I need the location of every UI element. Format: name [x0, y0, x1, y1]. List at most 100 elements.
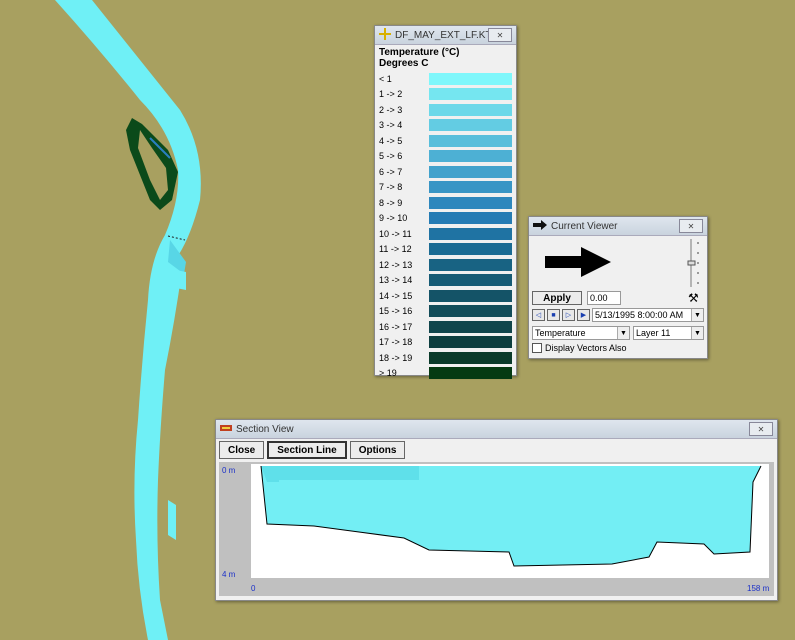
legend-entry: 14 -> 15 — [379, 288, 512, 304]
play-icon[interactable]: ▶ — [577, 309, 590, 321]
legend-swatch — [429, 305, 512, 317]
legend-entry-label: 17 -> 18 — [379, 337, 429, 347]
viewer-arrow-icon — [533, 220, 547, 233]
layer-value: Layer 11 — [636, 328, 670, 338]
legend-swatch — [429, 367, 512, 379]
legend-entry: 3 -> 4 — [379, 118, 512, 134]
legend-entry-label: 3 -> 4 — [379, 120, 429, 130]
close-icon[interactable]: ✕ — [488, 28, 512, 42]
legend-entry: 4 -> 5 — [379, 133, 512, 149]
legend-title: DF_MAY_EXT_LF.KTP — [395, 30, 488, 41]
direction-arrow-icon — [545, 247, 611, 277]
legend-entry: 6 -> 7 — [379, 164, 512, 180]
legend-entry-label: 9 -> 10 — [379, 213, 429, 223]
river-side-channel — [176, 270, 186, 290]
legend-entry-label: 1 -> 2 — [379, 89, 429, 99]
legend-swatch — [429, 274, 512, 286]
legend-entry-label: 11 -> 12 — [379, 244, 429, 254]
legend-entry: 12 -> 13 — [379, 257, 512, 273]
viewer-titlebar[interactable]: Current Viewer ✕ — [529, 217, 707, 236]
legend-entry-label: 4 -> 5 — [379, 136, 429, 146]
legend-window[interactable]: DF_MAY_EXT_LF.KTP ✕ Temperature (°C) Deg… — [374, 25, 517, 376]
river-channel — [55, 0, 201, 640]
options-button[interactable]: Options — [350, 441, 406, 459]
legend-swatch — [429, 243, 512, 255]
legend-swatch — [429, 119, 512, 131]
legend-entry-label: 7 -> 8 — [379, 182, 429, 192]
section-plot[interactable]: 0 m 4 m 0 158 m — [219, 462, 774, 596]
section-app-icon — [220, 423, 232, 436]
step-back-icon[interactable]: ◁ — [532, 309, 545, 321]
legend-variable: Temperature (°C) — [379, 47, 512, 58]
legend-entry-label: 6 -> 7 — [379, 167, 429, 177]
legend-entry: 8 -> 9 — [379, 195, 512, 211]
legend-swatch — [429, 88, 512, 100]
x-right-label: 158 m — [747, 584, 769, 593]
legend-swatch — [429, 259, 512, 271]
legend-entry-label: < 1 — [379, 74, 429, 84]
legend-entry-label: > 19 — [379, 368, 429, 378]
legend-swatch — [429, 166, 512, 178]
legend-entry: 16 -> 17 — [379, 319, 512, 335]
legend-swatch — [429, 135, 512, 147]
legend-entry-label: 18 -> 19 — [379, 353, 429, 363]
section-titlebar[interactable]: Section View ✕ — [216, 420, 777, 439]
variable-select[interactable]: Temperature ▼ — [532, 326, 630, 340]
chevron-down-icon[interactable]: ▼ — [617, 327, 629, 339]
legend-entry: 18 -> 19 — [379, 350, 512, 366]
viewer-title: Current Viewer — [551, 221, 679, 232]
vectors-label: Display Vectors Also — [545, 343, 627, 353]
close-button[interactable]: Close — [219, 441, 264, 459]
legend-swatch — [429, 290, 512, 302]
legend-swatch — [429, 321, 512, 333]
chevron-down-icon[interactable]: ▼ — [691, 309, 703, 321]
vectors-checkbox[interactable] — [532, 343, 542, 353]
legend-entry-label: 14 -> 15 — [379, 291, 429, 301]
section-view-window[interactable]: Section View ✕ Close Section Line Option… — [215, 419, 778, 601]
tools-icon[interactable]: ⚒ — [688, 291, 699, 305]
legend-swatch — [429, 73, 512, 85]
legend-entry: < 1 — [379, 71, 512, 87]
section-line-button[interactable]: Section Line — [267, 441, 346, 459]
legend-entry-label: 10 -> 11 — [379, 229, 429, 239]
y-top-label: 0 m — [222, 466, 235, 475]
legend-entry-label: 15 -> 16 — [379, 306, 429, 316]
legend-titlebar[interactable]: DF_MAY_EXT_LF.KTP ✕ — [375, 26, 516, 45]
legend-swatch — [429, 104, 512, 116]
legend-entry: 1 -> 2 — [379, 87, 512, 103]
close-icon[interactable]: ✕ — [679, 219, 703, 233]
variable-value: Temperature — [535, 328, 586, 338]
y-bottom-label: 4 m — [222, 570, 235, 579]
legend-swatch — [429, 150, 512, 162]
step-forward-icon[interactable]: ▷ — [562, 309, 575, 321]
legend-entry-label: 2 -> 3 — [379, 105, 429, 115]
legend-swatch — [429, 197, 512, 209]
speed-slider[interactable] — [687, 239, 699, 287]
legend-app-icon — [379, 28, 391, 43]
legend-entry-label: 13 -> 14 — [379, 275, 429, 285]
river-side-channel-2 — [168, 500, 176, 540]
section-title: Section View — [236, 424, 749, 435]
legend-rows: < 1 1 -> 2 2 -> 3 3 -> 4 4 -> 5 5 -> 6 6 -> 7 7… — [375, 69, 516, 383]
legend-entry: 11 -> 12 — [379, 242, 512, 258]
current-viewer-window[interactable]: Current Viewer ✕ Apply 0.00 ⚒ ◁ ■ ▷ ▶ 5/… — [528, 216, 708, 359]
stop-icon[interactable]: ■ — [547, 309, 560, 321]
legend-entry-label: 16 -> 17 — [379, 322, 429, 332]
legend-entry: 9 -> 10 — [379, 211, 512, 227]
legend-swatch — [429, 212, 512, 224]
legend-entry: 2 -> 3 — [379, 102, 512, 118]
datetime-select[interactable]: 5/13/1995 8:00:00 AM ▼ — [592, 308, 704, 322]
layer-select[interactable]: Layer 11 ▼ — [633, 326, 704, 340]
legend-entry-label: 5 -> 6 — [379, 151, 429, 161]
apply-button[interactable]: Apply — [532, 291, 582, 305]
legend-entry-label: 12 -> 13 — [379, 260, 429, 270]
vectors-option[interactable]: Display Vectors Also — [532, 343, 627, 353]
apply-value-field[interactable]: 0.00 — [587, 291, 621, 305]
chevron-down-icon[interactable]: ▼ — [691, 327, 703, 339]
legend-entry: 13 -> 14 — [379, 273, 512, 289]
legend-swatch — [429, 352, 512, 364]
close-icon[interactable]: ✕ — [749, 422, 773, 436]
legend-entry: 10 -> 11 — [379, 226, 512, 242]
legend-units: Degrees C — [379, 58, 512, 69]
legend-entry: > 19 — [379, 366, 512, 382]
